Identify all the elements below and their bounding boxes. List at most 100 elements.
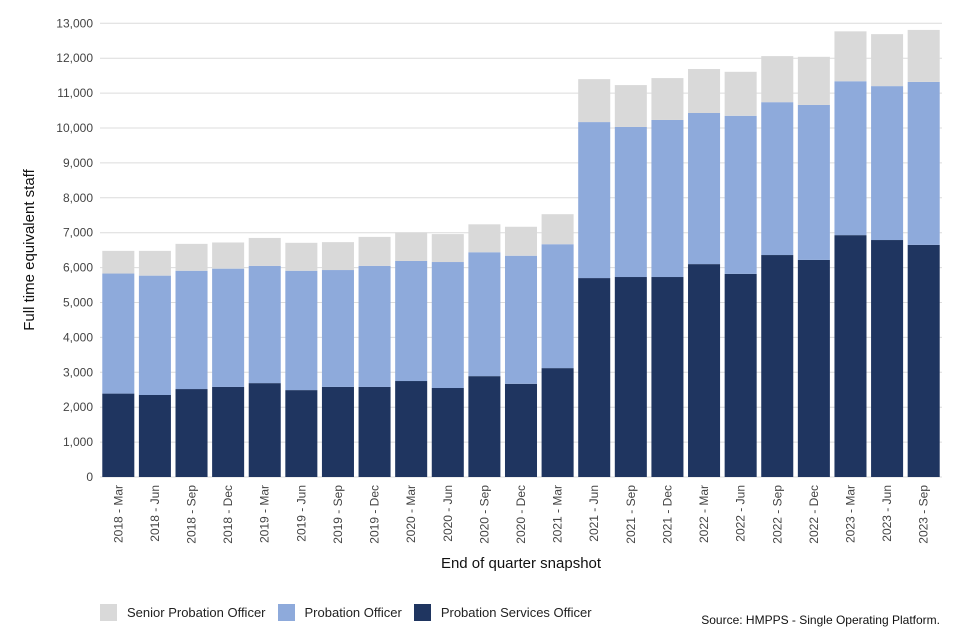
legend-swatch-probation-services-officer bbox=[413, 604, 431, 621]
bar-senior-probation-officer bbox=[614, 85, 647, 127]
bar-probation-officer bbox=[541, 244, 574, 369]
bar-probation-services-officer bbox=[358, 386, 391, 477]
bar-probation-services-officer bbox=[468, 376, 501, 477]
bar-senior-probation-officer bbox=[834, 31, 867, 82]
legend-item-senior-probation-officer: Senior Probation Officer bbox=[100, 604, 266, 621]
y-tick-label: 8,000 bbox=[63, 191, 93, 205]
legend-swatch-probation-officer bbox=[277, 604, 295, 621]
y-tick-label: 9,000 bbox=[63, 156, 93, 170]
bar-probation-services-officer bbox=[175, 389, 208, 477]
bar-senior-probation-officer bbox=[724, 71, 757, 116]
bar-probation-officer bbox=[102, 273, 135, 394]
x-tick-label: 2019 - Dec bbox=[368, 485, 382, 544]
legend-label: Probation Officer bbox=[304, 605, 402, 620]
bar-probation-services-officer bbox=[395, 381, 428, 477]
x-tick-label: 2022 - Dec bbox=[807, 485, 821, 544]
y-tick-label: 5,000 bbox=[63, 296, 93, 310]
bar-senior-probation-officer bbox=[248, 237, 281, 266]
bar-probation-officer bbox=[761, 102, 794, 256]
bar-senior-probation-officer bbox=[321, 242, 354, 271]
x-tick-label: 2020 - Jun bbox=[441, 485, 455, 542]
bar-senior-probation-officer bbox=[871, 34, 904, 87]
y-tick-label: 0 bbox=[86, 470, 93, 484]
bar-probation-officer bbox=[395, 260, 428, 382]
bar-senior-probation-officer bbox=[395, 232, 428, 261]
y-tick-label: 6,000 bbox=[63, 261, 93, 275]
bar-probation-services-officer bbox=[724, 273, 757, 477]
x-tick-label: 2018 - Mar bbox=[111, 485, 125, 543]
bar-probation-services-officer bbox=[321, 386, 354, 477]
bar-probation-services-officer bbox=[102, 393, 135, 477]
bar-probation-officer bbox=[688, 112, 721, 265]
bar-senior-probation-officer bbox=[431, 234, 464, 263]
x-tick-label: 2018 - Dec bbox=[221, 485, 235, 544]
x-tick-label: 2022 - Sep bbox=[770, 485, 784, 544]
x-tick-label: 2020 - Mar bbox=[404, 485, 418, 543]
bar-probation-services-officer bbox=[614, 277, 647, 477]
x-tick-label: 2019 - Sep bbox=[331, 485, 345, 544]
y-tick-label: 7,000 bbox=[63, 226, 93, 240]
bar-probation-services-officer bbox=[285, 390, 318, 477]
bar-probation-services-officer bbox=[431, 388, 464, 477]
bar-probation-officer bbox=[907, 81, 940, 245]
bar-probation-services-officer bbox=[504, 383, 538, 477]
bar-probation-officer bbox=[248, 265, 281, 384]
x-tick-label: 2021 - Jun bbox=[587, 485, 601, 542]
bar-senior-probation-officer bbox=[761, 56, 794, 103]
bar-probation-services-officer bbox=[212, 386, 245, 477]
bar-probation-officer bbox=[797, 104, 830, 260]
bar-probation-services-officer bbox=[541, 368, 574, 477]
legend-label: Senior Probation Officer bbox=[127, 605, 266, 620]
bar-probation-officer bbox=[138, 275, 171, 395]
bar-probation-services-officer bbox=[834, 235, 867, 477]
legend: Senior Probation Officer Probation Offic… bbox=[100, 604, 604, 621]
bar-senior-probation-officer bbox=[212, 242, 245, 269]
x-tick-label: 2021 - Mar bbox=[551, 485, 565, 543]
y-tick-label: 13,000 bbox=[56, 16, 93, 30]
bar-senior-probation-officer bbox=[541, 214, 574, 245]
bar-probation-officer bbox=[834, 81, 867, 236]
bar-senior-probation-officer bbox=[651, 78, 684, 120]
bar-senior-probation-officer bbox=[504, 226, 538, 256]
legend-item-probation-officer: Probation Officer bbox=[277, 604, 402, 621]
bar-probation-officer bbox=[321, 270, 354, 387]
x-tick-label: 2023 - Sep bbox=[917, 485, 931, 544]
bar-probation-officer bbox=[578, 122, 611, 279]
x-tick-label: 2019 - Jun bbox=[294, 485, 308, 542]
x-tick-label: 2020 - Sep bbox=[477, 485, 491, 544]
bar-probation-services-officer bbox=[651, 277, 684, 477]
y-tick-label: 12,000 bbox=[56, 51, 93, 65]
y-axis-ticks: 0 1,000 2,000 3,000 4,000 5,000 6,000 7,000 8,00… bbox=[56, 16, 93, 484]
y-axis-title: Full time equivalent staff bbox=[21, 168, 38, 330]
bar-probation-services-officer bbox=[578, 278, 611, 477]
legend-swatch-senior-probation-officer bbox=[100, 604, 117, 621]
bar-senior-probation-officer bbox=[907, 29, 940, 82]
x-tick-label: 2021 - Sep bbox=[624, 485, 638, 544]
bar-probation-services-officer bbox=[138, 394, 171, 477]
bar-probation-officer bbox=[175, 270, 208, 390]
legend-label: Probation Services Officer bbox=[440, 605, 592, 620]
bar-probation-officer bbox=[358, 265, 391, 387]
x-tick-label: 2022 - Jun bbox=[734, 485, 748, 542]
bar-senior-probation-officer bbox=[138, 250, 171, 276]
x-tick-label: 2018 - Sep bbox=[185, 485, 199, 544]
bar-probation-officer bbox=[871, 86, 904, 241]
bar-probation-officer bbox=[285, 270, 318, 391]
y-tick-label: 2,000 bbox=[63, 400, 93, 414]
bar-probation-officer bbox=[468, 252, 501, 377]
x-tick-label: 2023 - Mar bbox=[844, 485, 858, 543]
bar-probation-services-officer bbox=[688, 264, 721, 477]
bar-probation-officer bbox=[724, 115, 757, 274]
y-tick-label: 10,000 bbox=[56, 121, 93, 135]
bar-senior-probation-officer bbox=[175, 243, 208, 271]
bar-probation-officer bbox=[212, 268, 245, 387]
bar-probation-services-officer bbox=[871, 240, 904, 477]
bar-probation-officer bbox=[651, 119, 684, 278]
x-tick-label: 2019 - Mar bbox=[258, 485, 272, 543]
legend-item-probation-services-officer: Probation Services Officer bbox=[413, 604, 592, 621]
bar-probation-officer bbox=[504, 255, 538, 384]
x-tick-label: 2021 - Dec bbox=[660, 485, 674, 544]
bar-probation-services-officer bbox=[797, 259, 830, 477]
bar-probation-officer bbox=[614, 126, 647, 278]
